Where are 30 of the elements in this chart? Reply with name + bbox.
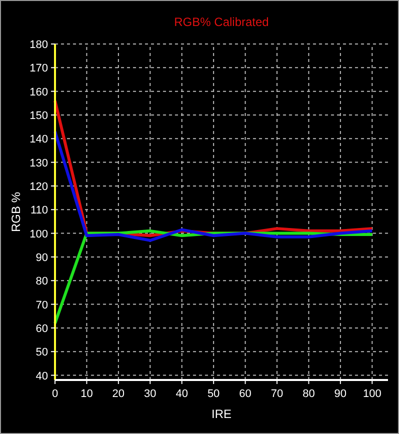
y-tick-label: 110 bbox=[30, 204, 48, 217]
y-tick-label: 120 bbox=[30, 180, 48, 193]
x-tick-label: 70 bbox=[270, 388, 284, 400]
x-tick-label: 20 bbox=[112, 388, 125, 400]
x-tick-label: 10 bbox=[80, 388, 93, 400]
y-tick-label: 160 bbox=[30, 86, 48, 98]
line-series bbox=[54, 130, 374, 242]
x-axis-title: IRE bbox=[211, 407, 232, 421]
y-tick-label: 150 bbox=[30, 110, 48, 122]
y-tick-label: 180 bbox=[30, 39, 48, 51]
y-tick-label: 80 bbox=[36, 276, 48, 288]
chart-title: RGB% Calibrated bbox=[174, 15, 269, 29]
x-tick-label: 90 bbox=[334, 388, 347, 400]
y-tick-label: 170 bbox=[30, 62, 48, 75]
y-tick-label: 140 bbox=[30, 134, 48, 146]
x-tick-label: 60 bbox=[239, 388, 252, 400]
y-tick-label: 100 bbox=[30, 228, 48, 240]
x-tick-label: 80 bbox=[302, 388, 315, 400]
y-tick-label: 40 bbox=[36, 370, 48, 382]
y-tick-label: 50 bbox=[36, 346, 48, 359]
y-tick-label: 60 bbox=[36, 322, 48, 335]
x-tick-label: 100 bbox=[362, 388, 382, 400]
x-tick-label: 30 bbox=[144, 388, 156, 400]
y-tick-label: 70 bbox=[36, 299, 48, 312]
x-tick-label: 50 bbox=[207, 388, 220, 400]
x-tick-label: 40 bbox=[176, 388, 188, 400]
y-axis-title: RGB % bbox=[9, 192, 23, 232]
y-tick-label: 130 bbox=[30, 157, 48, 170]
x-tick-label: 0 bbox=[52, 388, 58, 400]
y-tick-label: 90 bbox=[36, 252, 48, 264]
